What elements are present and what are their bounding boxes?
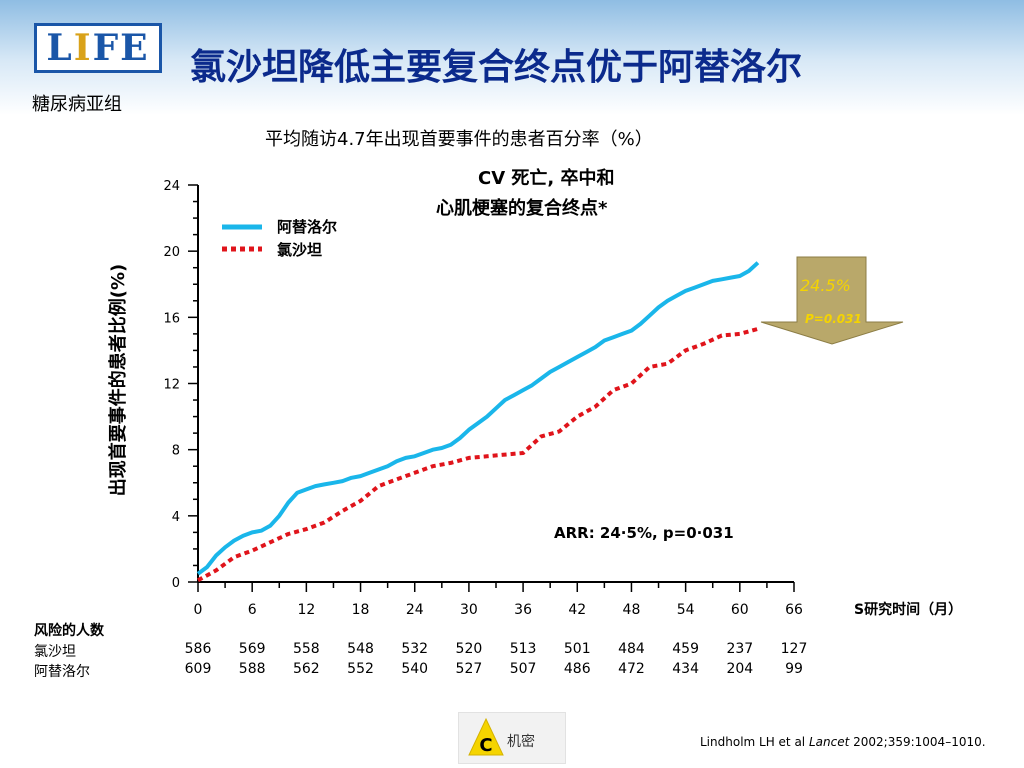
- x-tick-label: 36: [514, 602, 532, 618]
- confidential-badge: C 机密: [458, 712, 566, 764]
- risk-cell: 99: [785, 661, 803, 677]
- risk-cell: 127: [780, 641, 808, 657]
- citation-details: 2002;359:1004–1010.: [849, 735, 986, 749]
- chart-title-line2: 心肌梗塞的复合终点*: [436, 197, 608, 219]
- risk-cell: 204: [726, 661, 754, 677]
- x-tick-label: 60: [731, 602, 749, 618]
- logo-text-l: L: [46, 27, 74, 69]
- risk-cell: 472: [618, 661, 645, 677]
- logo-text-pillar: I: [73, 27, 93, 69]
- x-tick-label: 54: [677, 602, 695, 618]
- life-logo: L I FE: [34, 23, 162, 73]
- reduction-arrow: [760, 256, 904, 345]
- risk-cell: 548: [347, 641, 374, 657]
- citation-authors: Lindholm LH et al: [700, 735, 809, 749]
- y-tick-label: 16: [163, 311, 180, 326]
- x-tick-label: 18: [352, 602, 370, 618]
- series-line-losartan: [197, 326, 759, 583]
- risk-cell: 507: [509, 661, 537, 677]
- risk-cell: 558: [292, 641, 320, 657]
- risk-cell: 586: [184, 641, 212, 657]
- risk-cell: 569: [238, 641, 266, 657]
- citation: Lindholm LH et al Lancet 2002;359:1004–1…: [700, 735, 986, 749]
- confidential-text: 机密: [507, 734, 535, 750]
- risk-cell: 527: [455, 661, 483, 677]
- chart-title-line1: CV 死亡, 卒中和: [478, 167, 615, 189]
- risk-cell: 552: [347, 661, 374, 677]
- series-line-atenolol: [196, 261, 760, 576]
- risk-cell: 588: [238, 661, 266, 677]
- risk-row-label-atenolol: 阿替洛尔: [34, 664, 90, 680]
- x-tick-label: 12: [297, 602, 315, 618]
- confidential-icon: C: [468, 717, 504, 756]
- y-tick-label: 8: [172, 444, 180, 459]
- y-tick-label: 12: [163, 378, 180, 393]
- y-axis-label: 出现首要事件的患者比例(%): [107, 264, 129, 497]
- x-tick-label: 42: [568, 602, 586, 618]
- chart-lines: [196, 261, 760, 583]
- risk-cell: 513: [509, 641, 537, 657]
- legend-label-atenolol: 阿替洛尔: [277, 218, 337, 236]
- risk-cell: 501: [563, 641, 591, 657]
- reduction-pvalue: P=0.031: [805, 312, 862, 326]
- reduction-percent: 24.5%: [800, 276, 851, 295]
- y-tick-label: 4: [172, 510, 180, 525]
- x-axis-label: S研究时间（月）: [854, 601, 962, 618]
- x-tick-label: 0: [194, 602, 203, 618]
- risk-cell: 486: [563, 661, 591, 677]
- legend-label-losartan: 氯沙坦: [277, 241, 322, 259]
- subgroup-label: 糖尿病亚组: [32, 94, 122, 115]
- arr-annotation: ARR: 24·5%, p=0·031: [554, 524, 734, 542]
- risk-cell: 562: [292, 661, 320, 677]
- risk-cell: 609: [184, 661, 212, 677]
- risk-cell: 520: [455, 641, 483, 657]
- risk-cell: 484: [618, 641, 645, 657]
- y-tick-label: 20: [163, 245, 180, 260]
- y-tick-label: 0: [172, 576, 180, 591]
- x-tick-label: 30: [460, 602, 478, 618]
- x-tick-label: 66: [785, 602, 803, 618]
- x-tick-label: 24: [406, 602, 424, 618]
- confidential-letter: C: [479, 735, 492, 756]
- risk-cell: 459: [672, 641, 699, 657]
- slide-title: 氯沙坦降低主要复合终点优于阿替洛尔: [190, 47, 803, 88]
- risk-cell: 540: [401, 661, 429, 677]
- risk-cell: 237: [726, 641, 754, 657]
- slide-subtitle: 平均随访4.7年出现首要事件的患者百分率（%）: [265, 129, 653, 150]
- risk-cell: 532: [401, 641, 429, 657]
- x-tick-label: 48: [623, 602, 641, 618]
- risk-row-label-losartan: 氯沙坦: [34, 644, 76, 660]
- y-tick-label: 24: [163, 179, 180, 194]
- logo-text-fe: FE: [92, 27, 150, 69]
- x-tick-label: 6: [248, 602, 257, 618]
- citation-journal: Lancet: [808, 735, 850, 749]
- risk-cell: 434: [672, 661, 699, 677]
- risk-table-header: 风险的人数: [34, 623, 104, 639]
